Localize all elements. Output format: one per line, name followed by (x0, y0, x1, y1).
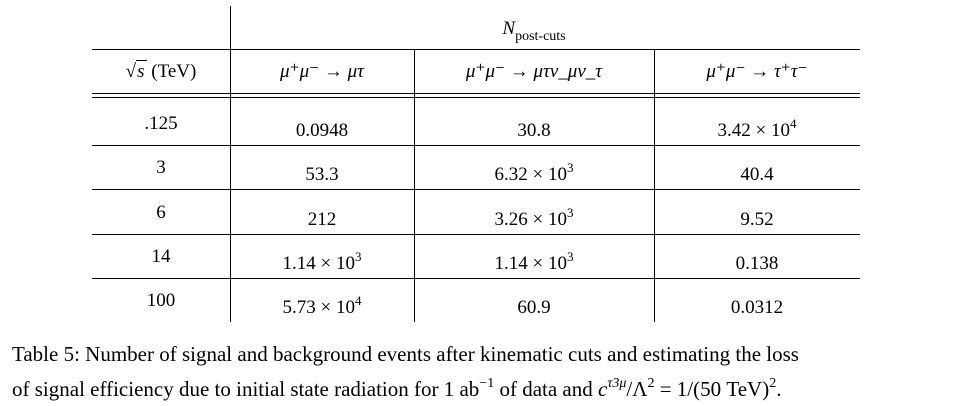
table-cell-value: 1.14 × 103 (414, 246, 654, 275)
table-cell-value: 30.8 (414, 113, 654, 142)
table-cell-value: 6.32 × 103 (414, 157, 654, 186)
cell-exponent: 3 (566, 249, 574, 264)
col-header-mu-tau: μ⁺μ⁻ → μτ (280, 61, 364, 82)
sqrt-unit: (TeV) (151, 61, 197, 82)
col-header-tau-tau: μ⁺μ⁻ → τ⁺τ⁻ (706, 61, 808, 82)
caption-sup-ab: −1 (479, 376, 495, 391)
caption-c-sup: τ3μ (607, 376, 627, 391)
cell-mantissa: 0.0312 (730, 297, 784, 318)
cell-mantissa: 30.8 (517, 120, 551, 141)
table-cell-value: 60.9 (414, 290, 654, 319)
cell-text: 14 (151, 246, 171, 267)
caption-line-2: of signal efficiency due to initial stat… (12, 369, 952, 404)
table-cell-value: 40.4 (654, 157, 860, 186)
cell-exponent: 4 (789, 116, 797, 131)
cell-exponent: 3 (566, 160, 574, 175)
table-cell-value: 212 (230, 202, 414, 231)
cell-mantissa: 53.3 (305, 164, 339, 185)
caption-lambda: /Λ (626, 377, 648, 401)
table-caption: Table 5: Number of signal and background… (12, 340, 952, 404)
table-cell-sqrt-s: 6 (92, 202, 230, 224)
caption-lambda-sup: 2 (647, 376, 655, 391)
caption-line-1: Table 5: Number of signal and background… (12, 342, 799, 366)
table-cell-value: 0.0312 (654, 290, 860, 319)
table-cell-value: 53.3 (230, 157, 414, 186)
table-cell-sqrt-s: .125 (92, 113, 230, 135)
rule-row-1 (92, 145, 860, 146)
npc-symbol: N (502, 18, 516, 39)
table-cell-value: 0.138 (654, 246, 860, 275)
cell-mantissa: 60.9 (517, 297, 551, 318)
cell-mantissa: 212 (307, 209, 337, 230)
cell-mantissa: 0.0948 (295, 120, 349, 141)
group-header-npostcuts: Npost-cuts (414, 18, 654, 48)
cell-mantissa: 3.26 × 10 (494, 209, 567, 230)
caption-period: . (776, 377, 782, 401)
col-divider-2 (414, 50, 415, 322)
npc-subscript: post-cuts (515, 29, 566, 44)
rule-head-2 (92, 97, 860, 98)
rule-head-1 (92, 93, 860, 94)
cell-mantissa: 40.4 (740, 164, 774, 185)
table-cell-value: 3.26 × 103 (414, 202, 654, 231)
cell-exponent: 4 (354, 293, 362, 308)
caption-text-e: = 1/(50 TeV) (654, 377, 770, 401)
table-cell-value: 0.0948 (230, 113, 414, 142)
cell-text: 100 (146, 290, 176, 311)
results-table: Npost-cuts √s (TeV) μ⁺μ⁻ → μτ μ⁺μ⁻ → μτν… (92, 6, 860, 322)
caption-text-a: of signal efficiency due to initial stat… (12, 377, 480, 401)
sqrt-var: s (136, 60, 147, 82)
cell-text: .125 (144, 113, 178, 134)
rule-row-3 (92, 234, 860, 235)
cell-mantissa: 1.14 × 10 (282, 253, 355, 274)
rule-row-4 (92, 278, 860, 279)
table-cell-value: 5.73 × 104 (230, 290, 414, 319)
caption-text-b: of data and (494, 377, 598, 401)
col-divider-main (230, 6, 231, 322)
cell-text: 6 (156, 202, 166, 223)
cell-exponent: 3 (354, 249, 362, 264)
cell-exponent: 3 (566, 205, 574, 220)
rule-row-2 (92, 189, 860, 190)
col-header-sqrt-s: √s (TeV) (92, 60, 230, 83)
table-cell-value: 1.14 × 103 (230, 246, 414, 275)
rule-top-header (92, 49, 860, 50)
table-cell-sqrt-s: 100 (92, 290, 230, 312)
caption-e-sup: 2 (769, 376, 777, 391)
table-cell-sqrt-s: 3 (92, 157, 230, 179)
cell-mantissa: 5.73 × 10 (282, 297, 355, 318)
cell-mantissa: 9.52 (740, 209, 774, 230)
cell-text: 3 (156, 157, 166, 178)
table-cell-value: 3.42 × 104 (654, 113, 860, 142)
table-cell-value: 9.52 (654, 202, 860, 231)
col-header-mu-tau-nu: μ⁺μ⁻ → μτν_μν_τ (465, 61, 603, 82)
col-divider-3 (654, 50, 655, 322)
cell-mantissa: 0.138 (735, 253, 779, 274)
sqrt-radical: √ (125, 61, 137, 82)
cell-mantissa: 1.14 × 10 (494, 253, 567, 274)
cell-mantissa: 6.32 × 10 (494, 164, 567, 185)
cell-mantissa: 3.42 × 10 (717, 120, 790, 141)
table-cell-sqrt-s: 14 (92, 246, 230, 268)
caption-c: c (598, 377, 608, 401)
